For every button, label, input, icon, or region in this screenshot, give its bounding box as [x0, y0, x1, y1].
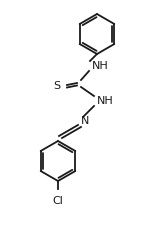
Text: N: N — [81, 116, 89, 126]
Text: NH: NH — [97, 96, 114, 106]
Text: Cl: Cl — [53, 196, 64, 206]
Text: S: S — [53, 81, 60, 91]
Text: NH: NH — [92, 61, 109, 71]
